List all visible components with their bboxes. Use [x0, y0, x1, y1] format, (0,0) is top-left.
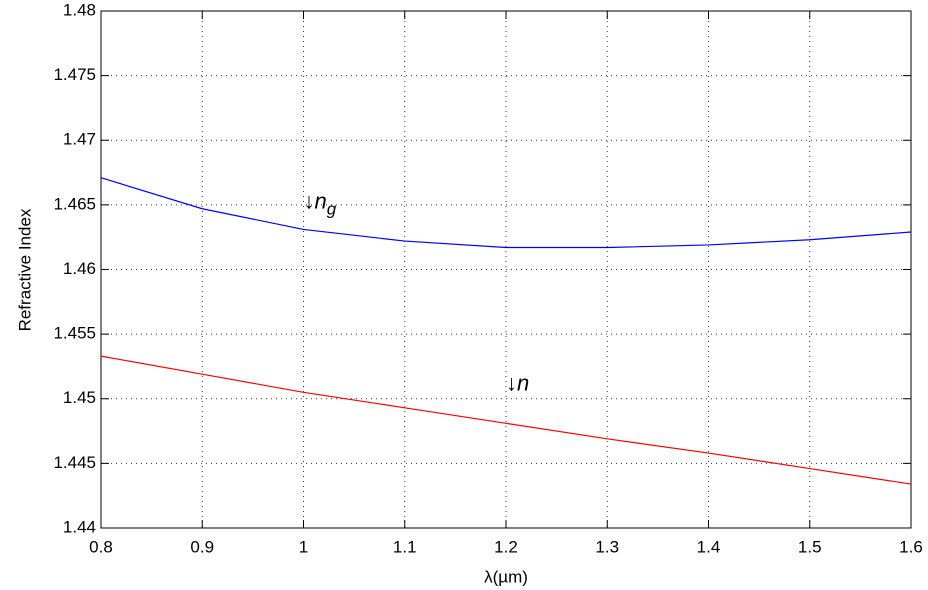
y-tick-label: 1.44: [63, 517, 96, 536]
annotation-text: ↓n: [304, 188, 327, 213]
annotation: ↓n: [506, 370, 529, 395]
y-tick-label: 1.45: [63, 388, 96, 407]
data-line: [100, 355, 912, 485]
annotation: ↓ng: [304, 188, 337, 219]
y-tick-label: 1.455: [53, 324, 96, 343]
x-tick-label: 1.5: [798, 537, 822, 556]
x-tick-label: 1.1: [393, 537, 417, 556]
x-tick-label: 1.2: [494, 537, 518, 556]
x-tick-label: 1: [299, 537, 308, 556]
x-tick-label: 0.8: [89, 537, 113, 556]
annotation-subscript: g: [327, 200, 337, 219]
x-axis-label: λ(µm): [484, 567, 528, 586]
plot-frame: [100, 10, 912, 529]
annotation-text: ↓n: [506, 370, 529, 395]
x-tick-label: 1.4: [697, 537, 721, 556]
x-tick-label: 0.9: [190, 537, 214, 556]
y-tick-label: 1.48: [63, 0, 96, 19]
y-tick-label: 1.465: [53, 194, 96, 213]
y-tick-label: 1.445: [53, 453, 96, 472]
y-tick-label: 1.46: [63, 259, 96, 278]
y-axis-label: Refractive Index: [15, 208, 34, 331]
x-tick-label: 1.6: [899, 537, 923, 556]
y-tick-label: 1.47: [63, 130, 96, 149]
data-line: [100, 177, 912, 249]
x-tick-label: 1.3: [595, 537, 619, 556]
y-tick-label: 1.475: [53, 65, 96, 84]
